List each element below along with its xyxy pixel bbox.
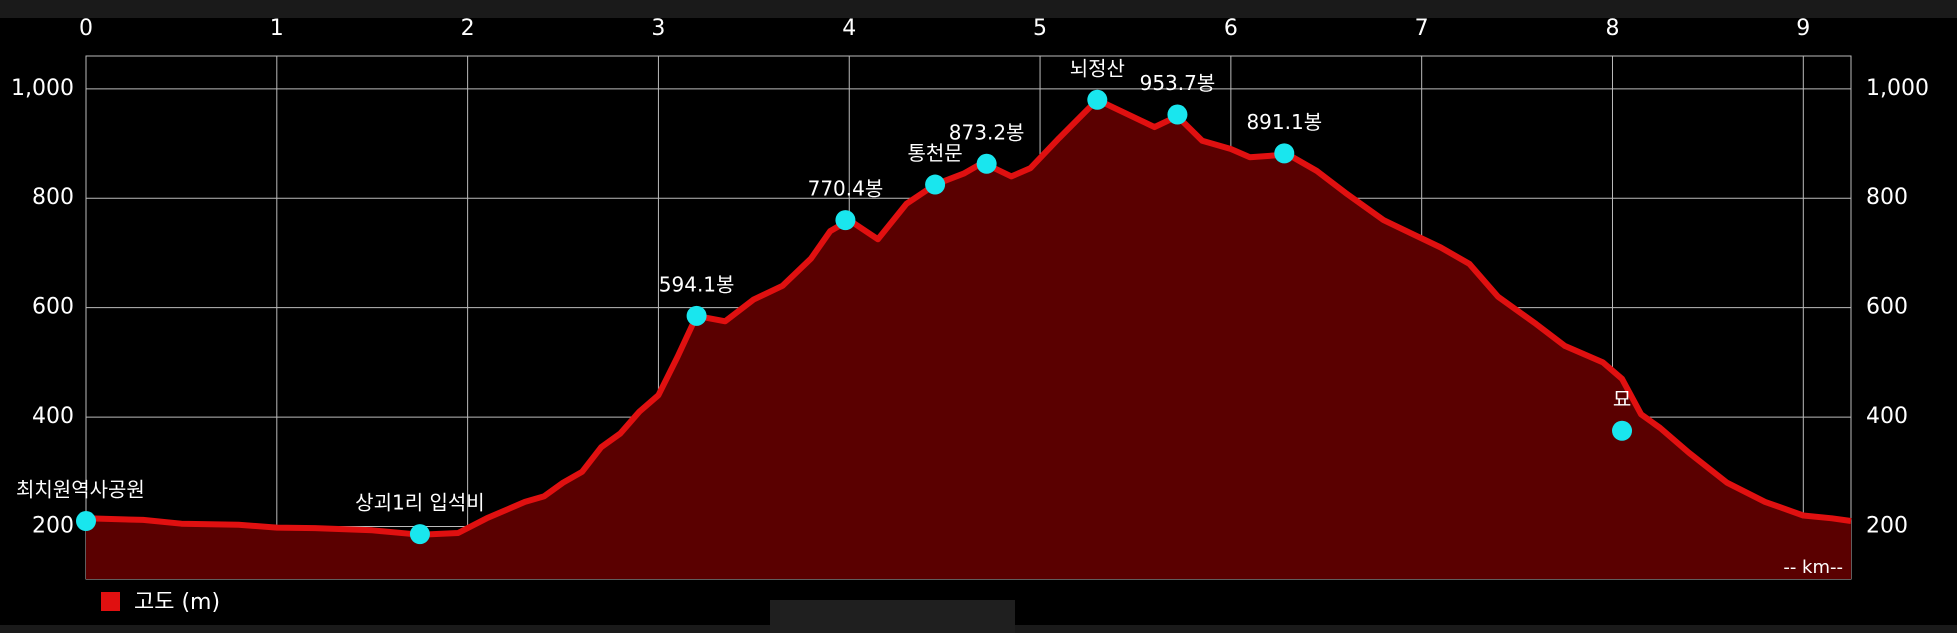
x-tick-label: 5 bbox=[1033, 16, 1047, 41]
y-tick-label: 400 bbox=[32, 404, 74, 429]
waypoint-marker bbox=[1274, 143, 1295, 164]
waypoint-label: 770.4봉 bbox=[808, 177, 884, 201]
x-unit-label: -- km-- bbox=[1783, 557, 1843, 578]
y2-tick-label: 200 bbox=[1866, 513, 1908, 538]
y-tick-label: 1,000 bbox=[11, 76, 74, 101]
waypoint-marker bbox=[835, 210, 856, 231]
waypoint-marker bbox=[925, 174, 946, 195]
waypoint-marker bbox=[1087, 89, 1108, 110]
waypoint-marker bbox=[976, 153, 997, 174]
y2-tick-label: 1,000 bbox=[1866, 76, 1929, 101]
waypoint-label: 통천문 bbox=[908, 141, 963, 165]
y2-tick-label: 400 bbox=[1866, 404, 1908, 429]
waypoint-label: 953.7봉 bbox=[1140, 71, 1216, 95]
elevation-area bbox=[86, 99, 1851, 580]
x-tick-label: 6 bbox=[1224, 16, 1238, 41]
waypoint-marker bbox=[76, 511, 96, 532]
y-tick-label: 800 bbox=[32, 185, 74, 210]
x-tick-label: 4 bbox=[842, 16, 856, 41]
x-tick-label: 8 bbox=[1605, 16, 1619, 41]
waypoint-label: 891.1봉 bbox=[1246, 110, 1322, 134]
legend-swatch bbox=[101, 592, 120, 611]
waypoint-label: 상괴1리 입석비 bbox=[355, 491, 484, 515]
y-tick-label: 200 bbox=[32, 513, 74, 538]
x-tick-label: 7 bbox=[1415, 16, 1429, 41]
x-tick-label: 1 bbox=[270, 16, 284, 41]
waypoint-marker bbox=[1167, 104, 1188, 125]
y2-tick-label: 800 bbox=[1866, 185, 1908, 210]
x-tick-label: 9 bbox=[1796, 16, 1810, 41]
waypoint-marker bbox=[686, 305, 707, 326]
waypoint-marker bbox=[409, 524, 430, 545]
x-tick-label: 0 bbox=[79, 16, 93, 41]
waypoint-label: 뇌정산 bbox=[1070, 56, 1125, 80]
waypoint-label: 묘 bbox=[1613, 387, 1631, 411]
x-tick-label: 3 bbox=[651, 16, 665, 41]
legend-label: 고도 (m) bbox=[134, 590, 220, 615]
y2-tick-label: 600 bbox=[1866, 295, 1908, 320]
waypoint-label: 873.2봉 bbox=[949, 120, 1025, 144]
waypoint-label: 최치원역사공원 bbox=[16, 478, 145, 502]
waypoint-marker bbox=[1612, 420, 1633, 441]
x-tick-label: 2 bbox=[461, 16, 475, 41]
y-tick-label: 600 bbox=[32, 295, 74, 320]
waypoint-label: 594.1봉 bbox=[659, 272, 735, 296]
hidden-panel bbox=[770, 600, 1015, 633]
